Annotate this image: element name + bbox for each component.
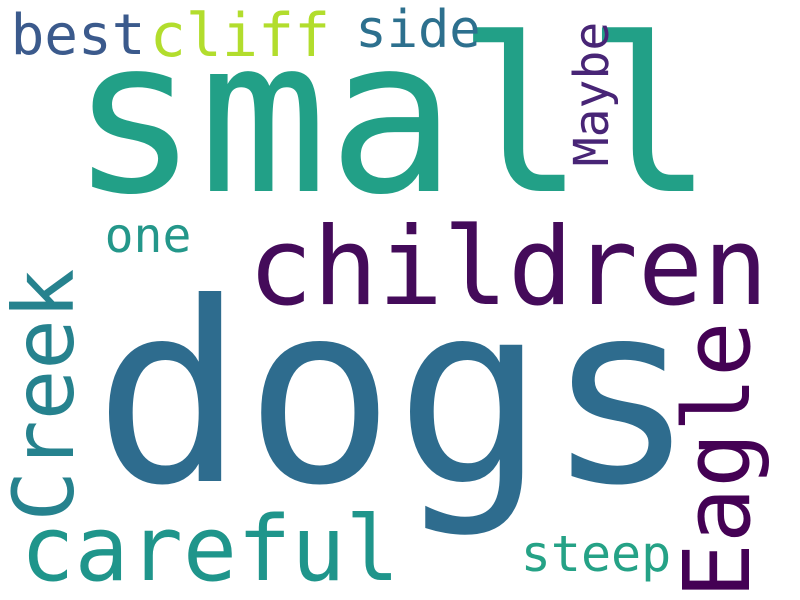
word-one: one	[104, 208, 192, 264]
word-careful: careful	[20, 497, 400, 600]
word-dogs: dogs	[93, 249, 697, 540]
word-children: children	[247, 205, 769, 330]
word-side: side	[355, 0, 481, 60]
word-small: small	[69, 0, 715, 242]
word-cliff: cliff	[149, 1, 331, 71]
word-steep: steep	[520, 525, 672, 583]
word-eagle: Eagle	[664, 321, 771, 599]
word-best: best	[10, 3, 146, 68]
word-maybe: Maybe	[564, 21, 620, 167]
word-creek: Creek	[0, 268, 93, 522]
